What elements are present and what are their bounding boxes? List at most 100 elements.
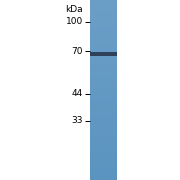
Bar — [90, 95, 117, 97]
Text: 100: 100 — [66, 17, 83, 26]
Bar — [90, 59, 117, 61]
Bar — [90, 75, 117, 77]
Bar — [90, 5, 117, 7]
Bar — [90, 82, 117, 85]
Bar — [90, 46, 117, 49]
Bar — [90, 3, 117, 5]
Bar — [90, 133, 117, 135]
Bar — [90, 55, 117, 58]
Bar — [90, 135, 117, 137]
Bar — [90, 145, 117, 148]
Bar — [90, 23, 117, 25]
Bar — [90, 18, 117, 20]
Bar — [90, 39, 117, 41]
Bar — [90, 149, 117, 151]
Bar — [90, 7, 117, 9]
Bar — [90, 70, 117, 72]
Bar — [90, 19, 117, 22]
Bar — [90, 52, 117, 54]
Bar — [90, 144, 117, 146]
Bar — [90, 90, 117, 92]
Bar — [90, 43, 117, 45]
Bar — [90, 10, 117, 13]
Bar — [90, 52, 117, 56]
Bar — [90, 171, 117, 173]
Bar — [90, 124, 117, 126]
Bar — [90, 0, 117, 2]
Bar — [90, 117, 117, 119]
Bar — [90, 37, 117, 40]
Bar — [90, 108, 117, 110]
Bar — [90, 138, 117, 140]
Bar — [90, 147, 117, 149]
Bar — [90, 122, 117, 124]
Bar — [90, 160, 117, 162]
Bar — [90, 126, 117, 128]
Bar — [90, 72, 117, 74]
Bar — [90, 34, 117, 36]
Bar — [90, 63, 117, 65]
Bar — [90, 9, 117, 11]
Bar — [90, 21, 117, 23]
Bar — [90, 30, 117, 32]
Text: 44: 44 — [72, 89, 83, 98]
Bar — [90, 68, 117, 70]
Bar — [90, 79, 117, 81]
Bar — [90, 100, 117, 103]
Bar — [90, 1, 117, 4]
Bar — [90, 151, 117, 153]
Bar — [90, 57, 117, 59]
Bar — [90, 163, 117, 166]
Bar — [90, 102, 117, 104]
Bar — [90, 154, 117, 157]
Bar — [90, 115, 117, 117]
Bar — [90, 45, 117, 47]
Text: 70: 70 — [71, 47, 83, 56]
Bar — [90, 129, 117, 131]
Bar — [90, 32, 117, 34]
Bar — [90, 97, 117, 99]
Bar — [90, 36, 117, 38]
Bar — [90, 84, 117, 86]
Bar — [90, 54, 117, 56]
Text: kDa: kDa — [65, 5, 83, 14]
Bar — [90, 153, 117, 155]
Bar — [90, 61, 117, 63]
Bar — [90, 86, 117, 88]
Bar — [90, 127, 117, 130]
Bar — [90, 81, 117, 83]
Bar — [90, 162, 117, 164]
Bar — [90, 41, 117, 43]
Bar — [90, 142, 117, 144]
Bar — [90, 104, 117, 106]
Bar — [90, 118, 117, 121]
Bar — [90, 140, 117, 142]
Bar — [90, 106, 117, 108]
Bar — [90, 158, 117, 160]
Bar — [90, 25, 117, 27]
Bar — [90, 14, 117, 16]
Bar — [90, 66, 117, 68]
Bar — [90, 165, 117, 167]
Bar — [90, 111, 117, 113]
Bar — [90, 16, 117, 18]
Bar — [90, 167, 117, 169]
Bar — [90, 77, 117, 79]
Bar — [90, 131, 117, 133]
Bar — [90, 169, 117, 171]
Bar — [90, 99, 117, 101]
Bar — [90, 174, 117, 176]
Bar — [90, 113, 117, 115]
Bar — [90, 178, 117, 180]
Bar — [90, 64, 117, 67]
Bar — [90, 50, 117, 52]
Bar — [90, 156, 117, 158]
Bar — [90, 93, 117, 95]
Bar — [90, 48, 117, 50]
Bar — [90, 136, 117, 139]
Bar — [90, 73, 117, 76]
Bar — [90, 109, 117, 112]
Bar — [90, 28, 117, 31]
Text: 33: 33 — [71, 116, 83, 125]
Bar — [90, 88, 117, 90]
